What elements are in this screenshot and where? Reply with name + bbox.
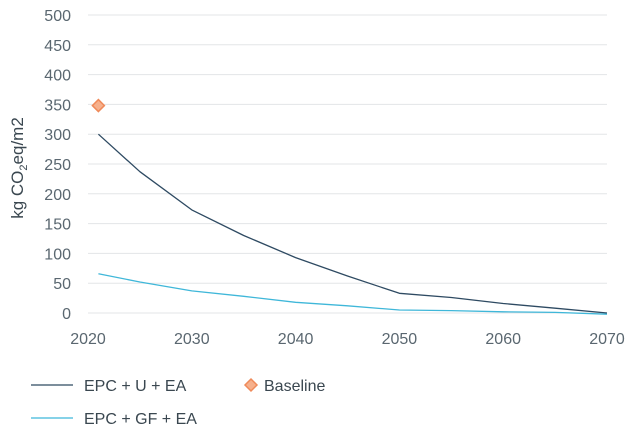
y-tick-label: 150 — [44, 217, 71, 234]
y-tick-label: 450 — [44, 38, 71, 55]
x-tick-label: 2030 — [174, 331, 210, 348]
y-tick-label: 100 — [44, 246, 71, 263]
x-axis-ticks: 2020 2030 2040 2050 2060 2070 — [70, 331, 625, 348]
legend-marker-baseline — [243, 377, 259, 393]
y-tick-label: 50 — [53, 276, 71, 293]
y-axis-title-main: kg CO — [8, 171, 27, 219]
x-tick-label: 2020 — [70, 331, 106, 348]
legend-label-series-1: EPC + U + EA — [84, 378, 187, 395]
y-tick-label: 400 — [44, 68, 71, 85]
grid-lines — [88, 14, 607, 314]
x-tick-label: 2060 — [485, 331, 521, 348]
series-line-1 — [97, 133, 608, 314]
legend-label-series-2: EPC + GF + EA — [84, 411, 197, 427]
series-lines — [97, 133, 608, 315]
legend-label-baseline: Baseline — [264, 378, 325, 395]
y-axis-title-subscript: 2 — [18, 164, 30, 170]
baseline-point-1 — [91, 98, 106, 113]
y-tick-label: 300 — [44, 127, 71, 144]
legend: EPC + U + EA Baseline EPC + GF + EA — [31, 377, 325, 427]
series-line-2 — [98, 273, 608, 315]
x-tick-label: 2050 — [382, 331, 418, 348]
y-axis-title-unit: eq/m2 — [8, 117, 27, 164]
x-tick-label: 2070 — [589, 331, 625, 348]
y-tick-label: 0 — [62, 306, 71, 323]
y-tick-label: 200 — [44, 187, 71, 204]
point-markers — [91, 98, 106, 113]
y-tick-label: 350 — [44, 97, 71, 114]
y-tick-label: 250 — [44, 157, 71, 174]
y-axis-title: kg CO2eq/m2 — [8, 117, 30, 219]
x-tick-label: 2040 — [278, 331, 314, 348]
y-tick-label: 500 — [44, 8, 71, 25]
y-axis-ticks: 0 50 100 150 200 250 300 350 400 450 500 — [44, 8, 71, 323]
